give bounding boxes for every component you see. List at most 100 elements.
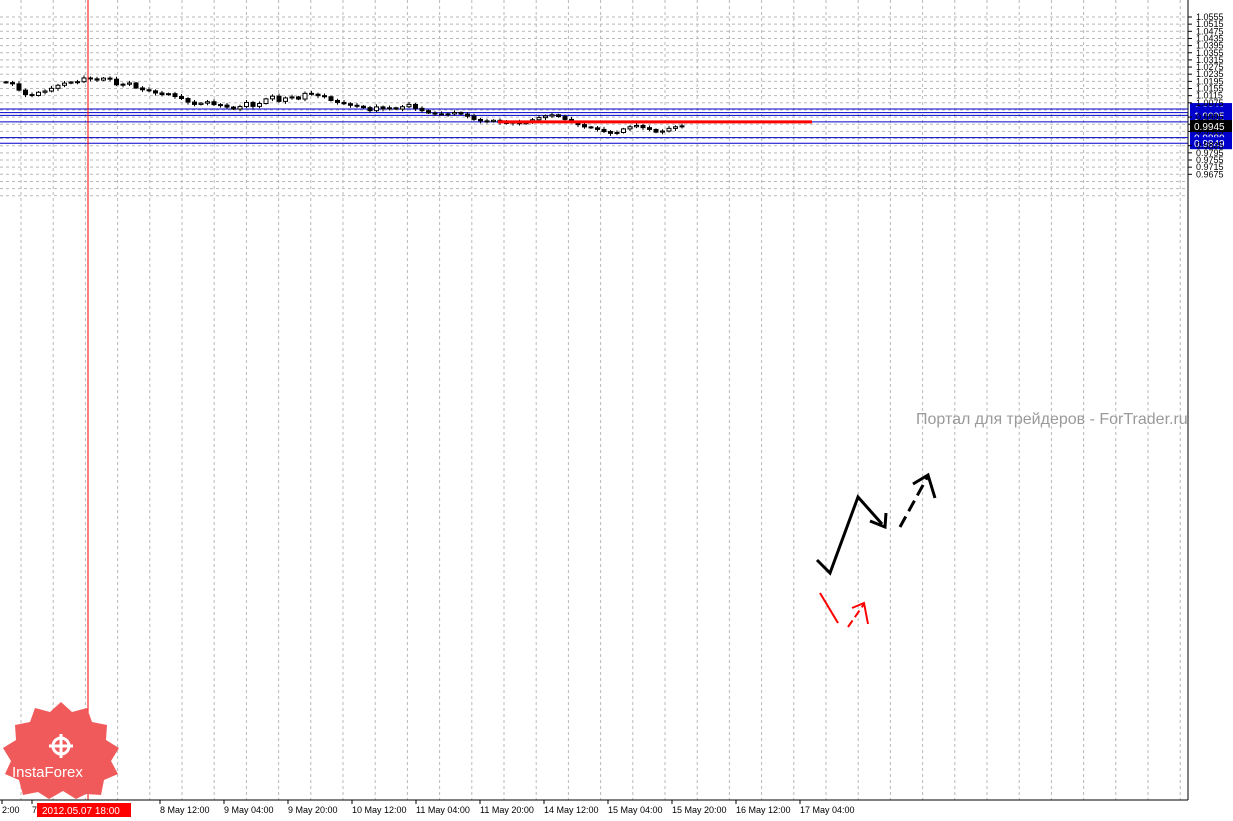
candle-body [328,96,334,101]
candle-body [582,124,587,128]
candle-body [159,92,165,96]
price-tick-label: 1.0115 [1196,91,1223,101]
candle-body [88,77,93,80]
price-tick-label: 0.9675 [1196,169,1224,179]
candle-body [673,126,678,129]
candle-body [296,96,301,100]
candle-body [276,95,282,102]
candle-body [679,125,685,128]
price-tick-label: 1.0555 [1196,12,1224,22]
time-tick-label: 15 May 20:00 [672,805,727,815]
time-tick-label: 8 May 12:00 [160,805,210,815]
time-tick-label: 7 [32,805,37,815]
candle-body [172,93,178,98]
candle-body [562,116,568,120]
time-tick-label: 9 May 04:00 [224,805,274,815]
price-tick-label: 1.0395 [1196,41,1224,51]
price-tick-label: 1.0075 [1196,98,1224,108]
candle-body [36,91,41,96]
candle-body [595,127,600,130]
candle-body [224,104,230,108]
price-tick-label: 1.0435 [1196,33,1224,43]
candle-body [445,113,451,116]
candle-body [68,81,74,84]
time-tick-label: 2:00 [2,805,20,815]
price-tick-label: 0.9795 [1196,148,1224,158]
time-tick-label: 15 May 04:00 [608,805,663,815]
candle-body [432,112,438,115]
forecast-up-arrowhead-2 [912,472,937,499]
candle-body [55,84,61,89]
candle-body [348,103,353,106]
time-tick-label: 11 May 20:00 [480,805,534,815]
time-tick-label: 16 May 12:00 [736,805,791,815]
candle-body [458,111,464,115]
candle-body [419,107,425,112]
candle-body [289,96,295,99]
candle-body [107,77,113,80]
candle-body [16,83,22,91]
price-tick-label: 1.0155 [1196,84,1224,94]
candle-body [556,114,561,118]
candle-body [302,92,308,100]
chart-grid [0,0,1188,800]
candle-body [211,101,217,106]
candle-body [335,99,340,103]
candle-body [205,101,210,104]
candle-body [101,77,106,81]
candle-body [309,92,314,95]
candle-body [400,106,405,110]
candle-body [153,90,158,94]
forecast-down-arrowhead [851,601,869,625]
candle-body [322,95,327,98]
candle-body [640,125,646,129]
instaforex-logo [3,702,119,799]
price-tick-label: 1.0195 [1196,76,1224,86]
candle-body [133,82,139,89]
price-tick-label: 1.0315 [1196,55,1224,65]
candle-body [250,101,256,107]
candle-body [380,106,386,110]
candle-body [244,101,249,108]
candle-body [666,127,672,132]
candle-body [49,87,54,92]
candle-body [185,98,191,103]
level-label-bg [1190,137,1232,150]
candle-body [231,106,236,110]
candle-body [3,81,9,84]
candle-body [140,87,145,91]
candle-body [114,78,119,86]
logo-icon [49,734,73,758]
time-tick-label: 17 May 04:00 [800,805,855,815]
candle-body [354,104,360,107]
candle-body [601,128,607,133]
forecast-up-dashed [898,475,930,528]
candle-body [465,113,470,117]
price-tick-label: 0.9835 [1196,141,1224,151]
annotations [87,0,937,800]
candle-body [588,126,594,129]
forecast-up-arrowhead [869,512,888,530]
current-price-label: 0.9945 [1194,122,1225,133]
candle-body [23,89,28,96]
candle-body [634,125,639,128]
candle-body [406,103,412,108]
candle-body [146,89,152,92]
candle-body [491,119,496,123]
forecast-up-path [815,494,884,576]
candle-body [627,126,633,130]
candle-body [237,106,243,110]
time-tick-label: 11 May 04:00 [416,805,470,815]
candle-body [29,94,35,97]
candle-body [367,107,373,112]
candle-body [166,93,171,96]
candle-body [283,97,288,102]
candle-body [393,107,399,110]
cursor-time-label: 2012.05.07 18:00 [42,806,120,817]
price-axis: 1.05551.05151.04751.04351.03951.03551.03… [1187,0,1232,800]
candle-body [81,77,87,83]
price-tick-label: 1.0515 [1196,19,1224,29]
candle-body [263,98,269,105]
price-tick-label: 0.9995 [1196,112,1224,122]
